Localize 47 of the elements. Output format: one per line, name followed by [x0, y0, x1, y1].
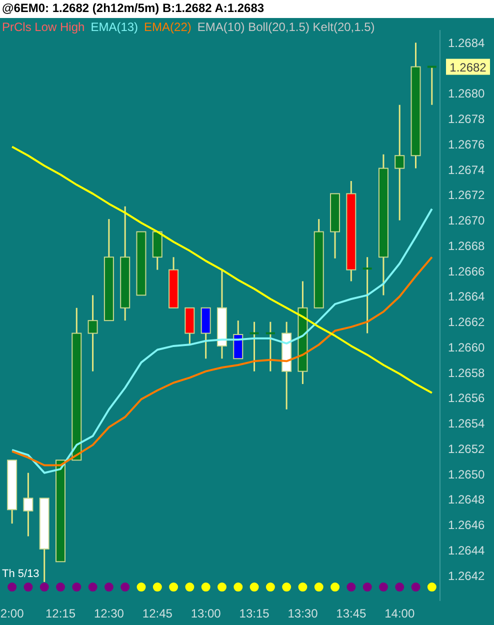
- line-series: [11, 208, 433, 474]
- candlestick: [88, 294, 98, 372]
- y-tick-label: 1.2644: [448, 544, 486, 558]
- y-tick-label: 1.2652: [448, 442, 486, 456]
- candlestick: [264, 321, 276, 372]
- annotation: Th 5/13: [2, 568, 40, 580]
- x-tick-label: 13:30: [288, 606, 318, 621]
- x-tick-label: 13:00: [190, 606, 222, 621]
- y-tick-label: 1.2666: [448, 264, 486, 278]
- candlestick: [426, 66, 438, 106]
- text: 1.2682: [450, 60, 487, 74]
- y-tick-label: 1.2642: [448, 568, 486, 583]
- line-series: [11, 256, 433, 466]
- candlestick: [23, 472, 34, 538]
- y-tick-label: 1.2648: [448, 492, 486, 507]
- x-tick-label: 13:45: [336, 606, 367, 621]
- y-tick-label: 1.2664: [448, 290, 486, 304]
- y-tick-label: 1.2680: [448, 86, 486, 101]
- y-tick-label: 1.2662: [448, 315, 486, 330]
- y-tick-label: 1.2660: [448, 340, 486, 354]
- y-tick-label: 1.2674: [448, 162, 486, 177]
- y-tick-label: 1.2670: [448, 214, 486, 228]
- x-tick-label: 12:45: [142, 606, 173, 621]
- y-tick-label: 1.2658: [448, 366, 486, 380]
- candlestick: [394, 104, 405, 222]
- x-tick-label: 2:00: [0, 606, 24, 621]
- annotation: PrCls Low High: [2, 20, 85, 34]
- y-tick-label: 1.2672: [448, 188, 486, 202]
- x-tick-label: 13:15: [239, 606, 270, 621]
- annotation: EMA(10) Boll(20,1.5) Kelt(20,1.5): [197, 20, 375, 34]
- y-tick-label: 1.2676: [448, 137, 486, 152]
- chart-title: @6EM0: 1.2682 (2h12m/5m) B:1.2682 A:1.2683: [2, 1, 264, 15]
- x-tick-label: 12:30: [94, 606, 124, 621]
- x-tick-label: 14:00: [384, 606, 415, 621]
- y-tick-label: 1.2650: [448, 467, 486, 482]
- y-tick-label: 1.2656: [448, 391, 486, 406]
- text: EMA(13): [90, 20, 138, 34]
- candlestick: [362, 256, 373, 334]
- line-series: [11, 146, 433, 394]
- y-tick-label: 1.2646: [448, 518, 486, 532]
- y-tick-label: 1.2684: [448, 36, 486, 50]
- text: EMA(22): [144, 20, 192, 34]
- y-tick-label: 1.2678: [448, 112, 486, 126]
- candlestick: [248, 321, 260, 372]
- x-tick-label: 12:15: [46, 606, 76, 621]
- y-tick-label: 1.2654: [448, 416, 486, 431]
- y-tick-label: 1.2668: [448, 238, 486, 253]
